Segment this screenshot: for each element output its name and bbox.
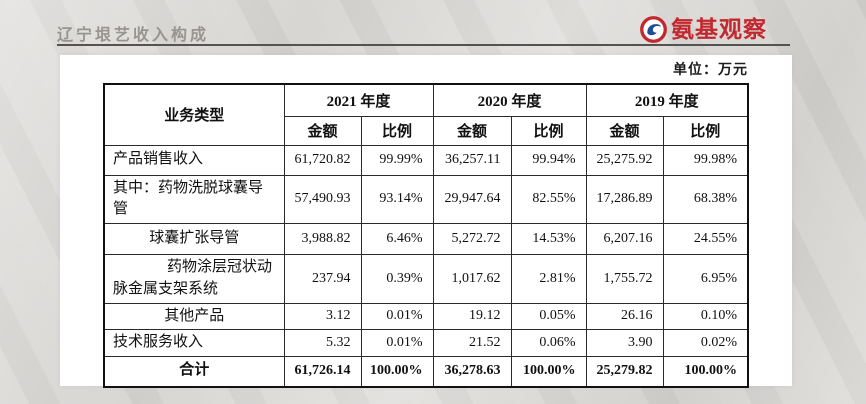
table-row: 其他产品 3.12 0.01% 19.12 0.05% 26.16 0.10% [103, 302, 749, 331]
ratio-cell: 82.55% [510, 174, 587, 224]
table-row: 技术服务收入 5.32 0.01% 21.52 0.06% 3.90 0.02% [103, 329, 749, 357]
ratio-cell: 0.02% [662, 329, 749, 357]
table-header-ratio: 比例 [662, 115, 749, 146]
table-header-ratio: 比例 [360, 115, 434, 146]
table-header-amount: 金额 [283, 115, 362, 146]
ratio-cell: 100.00% [510, 356, 587, 387]
ratio-cell: 0.05% [510, 302, 587, 331]
ratio-cell: 0.06% [510, 329, 587, 357]
amount-cell: 36,278.63 [432, 356, 512, 387]
ratio-cell: 6.95% [662, 254, 749, 304]
table-header-business-type: 业务类型 [103, 83, 285, 146]
business-type-cell: 技术服务收入 [103, 329, 285, 357]
amount-cell: 57,490.93 [283, 174, 362, 224]
ratio-cell: 100.00% [662, 356, 749, 387]
table-header-amount: 金额 [432, 115, 512, 146]
amount-cell: 5.32 [283, 329, 362, 357]
ratio-cell: 24.55% [662, 223, 749, 255]
ratio-cell: 14.53% [510, 223, 587, 255]
business-type-cell: 其中：药物洗脱球囊导管 [103, 174, 285, 224]
table-header-ratio: 比例 [510, 115, 587, 146]
amount-cell: 3,988.82 [283, 223, 362, 255]
ratio-cell: 93.14% [360, 174, 434, 224]
ratio-cell: 0.01% [360, 329, 434, 357]
amount-cell: 3.12 [283, 302, 362, 331]
amount-cell: 61,720.82 [283, 144, 362, 176]
business-type-cell: 药物涂层冠状动脉金属支架系统 [103, 254, 285, 304]
amount-cell: 17,286.89 [585, 174, 664, 224]
table-header-amount: 金额 [585, 115, 664, 146]
table-header-year: 2020 年度 [432, 83, 587, 117]
ratio-cell: 0.39% [360, 254, 434, 304]
amount-cell: 61,726.14 [283, 356, 362, 387]
table-row: 其中：药物洗脱球囊导管 57,490.93 93.14% 29,947.64 82.55… [103, 174, 749, 224]
ratio-cell: 99.94% [510, 144, 587, 176]
revenue-table: 业务类型 2021 年度 2020 年度 2019 年度 金额 比例 金额 比例 金额 比例 … [103, 83, 750, 388]
page-title: 辽宁垠艺收入构成 [57, 27, 210, 44]
table-header-year: 2019 年度 [585, 83, 749, 117]
table-row: 合计 61,726.14 100.00% 36,278.63 100.00% 25,279… [103, 356, 749, 387]
table-row: 产品销售收入 61,720.82 99.99% 36,257.11 99.94% 25,2… [103, 144, 749, 176]
table-row: 药物涂层冠状动脉金属支架系统 237.94 0.39% 1,017.62 2.81% 1,… [103, 254, 749, 304]
amount-cell: 36,257.11 [432, 144, 512, 176]
logo-swirl-icon [640, 15, 667, 43]
ratio-cell: 68.38% [662, 174, 749, 224]
title-underline [57, 44, 790, 46]
business-type-cell: 产品销售收入 [103, 144, 285, 176]
ratio-cell: 2.81% [510, 254, 587, 304]
ratio-cell: 100.00% [360, 356, 434, 387]
ratio-cell: 6.46% [360, 223, 434, 255]
logo: 氨基观察 [640, 14, 767, 44]
amount-cell: 6,207.16 [585, 223, 664, 255]
ratio-cell: 99.99% [360, 144, 434, 176]
logo-text: 氨基观察 [671, 15, 767, 42]
business-type-cell: 球囊扩张导管 [103, 223, 285, 255]
amount-cell: 237.94 [283, 254, 362, 304]
amount-cell: 1,755.72 [585, 254, 664, 304]
table-row: 球囊扩张导管 3,988.82 6.46% 5,272.72 14.53% 6,207.1… [103, 223, 749, 255]
business-type-cell: 合计 [103, 356, 285, 387]
amount-cell: 25,275.92 [585, 144, 664, 176]
ratio-cell: 99.98% [662, 144, 749, 176]
amount-cell: 26.16 [585, 302, 664, 331]
ratio-cell: 0.01% [360, 302, 434, 331]
unit-label: 单位：万元 [673, 63, 748, 78]
amount-cell: 3.90 [585, 329, 664, 357]
amount-cell: 1,017.62 [432, 254, 512, 304]
amount-cell: 25,279.82 [585, 356, 664, 387]
business-type-cell: 其他产品 [103, 302, 285, 331]
amount-cell: 21.52 [432, 329, 512, 357]
ratio-cell: 0.10% [662, 302, 749, 331]
amount-cell: 5,272.72 [432, 223, 512, 255]
amount-cell: 19.12 [432, 302, 512, 331]
table-header-year: 2021 年度 [283, 83, 434, 117]
amount-cell: 29,947.64 [432, 174, 512, 224]
